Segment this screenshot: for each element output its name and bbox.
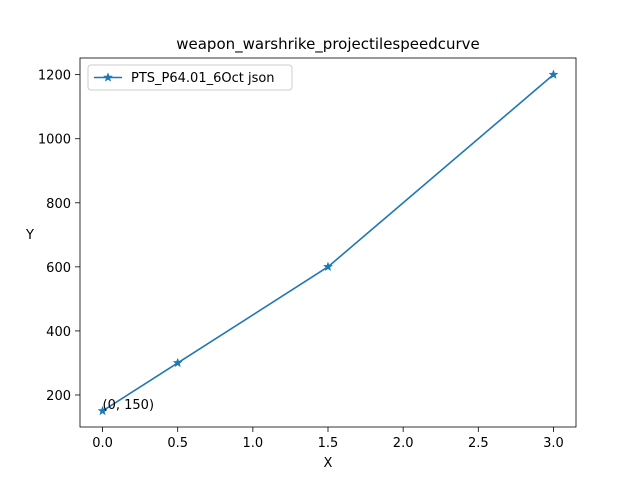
data-point-marker [548, 69, 559, 79]
x-tick-label: 0.5 [167, 436, 188, 451]
series-line [102, 74, 554, 412]
x-tick-label: 1.0 [243, 436, 264, 451]
y-tick-label: 600 [46, 261, 71, 276]
y-tick-label: 1000 [38, 133, 71, 148]
data-point-marker [97, 405, 108, 416]
y-tick-label: 1200 [38, 69, 71, 84]
point-annotation: (0, 150) [103, 398, 155, 413]
x-tick-label: 2.5 [468, 436, 489, 451]
y-tick-label: 800 [46, 197, 71, 212]
plot-area: 0.0 0.5 1.0 1.5 2.0 2.5 3.0 200 400 600 800 1000 120… [38, 57, 577, 451]
x-tick-label: 0.0 [92, 436, 113, 451]
x-tick-label: 3.0 [543, 436, 564, 451]
x-tick-label: 2.0 [393, 436, 414, 451]
data-point-marker [322, 261, 334, 272]
y-tick-label: 400 [46, 325, 71, 340]
legend-marker-sample [102, 72, 114, 82]
y-axis-title: Y [25, 228, 34, 243]
legend-box [87, 64, 293, 91]
x-axis-title: X [324, 456, 333, 471]
data-point-marker [172, 357, 183, 368]
legend-label: PTS_P64.01_6Oct json [131, 71, 275, 86]
x-tick-label: 1.5 [318, 436, 339, 451]
y-tick-label: 200 [46, 389, 71, 404]
chart-title: weapon_warshrike_projectilespeedcurve [176, 35, 480, 54]
